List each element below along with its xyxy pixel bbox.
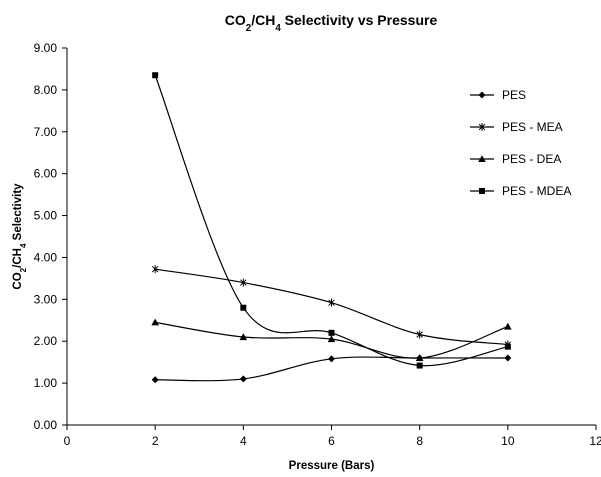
chart-title-text: CO2/CH4 Selectivity vs Pressure — [225, 12, 438, 34]
data-point-pes-mea-2 — [151, 265, 159, 274]
y-tick-label: 3.00 — [34, 292, 58, 306]
data-point-pes-dea-8 — [415, 354, 424, 362]
series-layer — [151, 72, 512, 384]
data-point-pes-mdea-6 — [328, 329, 335, 336]
y-tick-label: 0.00 — [34, 418, 58, 432]
series-pes-dea — [151, 318, 512, 362]
y-tick-label: 6.00 — [34, 167, 58, 181]
data-point-pes-4 — [239, 375, 247, 383]
legend-label: PES - MEA — [502, 120, 563, 134]
y-tick-label: 4.00 — [34, 250, 58, 264]
series-line-pes-mdea — [154, 75, 508, 367]
y-tick-label: 2.00 — [34, 334, 58, 348]
legend-item-pes-dea: PES - DEA — [470, 152, 561, 166]
axes: 0.00 1.00 2.00 3.00 4.00 5.00 6.00 7.00 8.00 9.00… — [12, 41, 601, 472]
data-point-pes-mea-8 — [416, 330, 423, 339]
y-tick-label: 5.00 — [34, 209, 58, 223]
legend-marker-pes-mea — [478, 123, 486, 131]
y-tick-label: 9.00 — [34, 41, 58, 55]
x-tick-label: 10 — [501, 434, 515, 448]
data-point-pes-dea-2 — [151, 318, 159, 326]
series-pes-mea — [151, 265, 512, 349]
data-point-pes-dea-10 — [504, 322, 512, 330]
y-tick-label: 7.00 — [34, 125, 58, 139]
data-point-pes-mdea-10 — [504, 343, 511, 350]
x-tick-label: 12 — [589, 434, 601, 448]
legend-label: PES - DEA — [502, 152, 561, 166]
chart-title: CO2/CH4 Selectivity vs Pressure — [225, 12, 438, 34]
legend-item-pes: PES — [470, 88, 526, 102]
y-tick-label: 8.00 — [34, 83, 58, 97]
legend: PES PES - MEA PES - DEA PES - MDEA — [470, 88, 571, 198]
legend-item-pes-mea: PES - MEA — [470, 120, 563, 134]
legend-label: PES — [502, 88, 526, 102]
data-point-pes-mdea-8 — [416, 362, 423, 369]
legend-marker-pes-dea — [478, 155, 486, 163]
data-point-pes-10 — [504, 354, 512, 362]
y-tick-label: 1.00 — [34, 376, 58, 390]
x-tick-label: 6 — [328, 434, 335, 448]
legend-label: PES - MDEA — [502, 184, 571, 198]
x-tick-label: 0 — [64, 434, 71, 448]
data-point-pes-mea-6 — [328, 298, 335, 307]
x-axis-title: Pressure (Bars) — [289, 460, 375, 472]
data-point-pes-dea-6 — [327, 335, 336, 343]
data-point-pes-6 — [328, 355, 335, 363]
data-point-pes-mea-4 — [240, 278, 247, 287]
series-pes-mdea — [152, 72, 511, 369]
legend-item-pes-mdea: PES - MDEA — [470, 184, 571, 198]
x-tick-label: 2 — [152, 434, 159, 448]
y-axis-title: CO2/CH4 Selectivity — [12, 183, 28, 290]
legend-marker-pes — [478, 91, 486, 99]
data-point-pes-mdea-2 — [152, 72, 159, 79]
data-point-pes-2 — [151, 376, 159, 384]
data-point-pes-mdea-4 — [240, 304, 247, 311]
series-pes — [151, 354, 512, 384]
x-tick-label: 8 — [416, 434, 423, 448]
data-point-pes-dea-4 — [239, 333, 248, 341]
legend-marker-pes-mdea — [479, 188, 485, 194]
x-tick-label: 4 — [240, 434, 247, 448]
